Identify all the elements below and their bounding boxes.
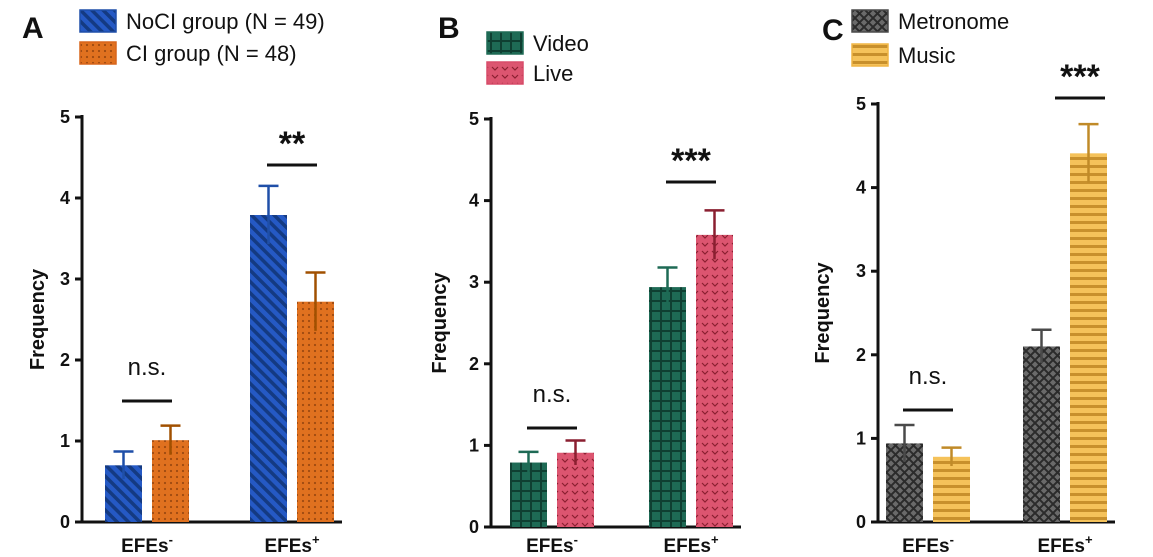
y-tick-label: 3 [469,272,479,292]
y-tick-label: 4 [856,178,866,198]
legend-swatch [851,9,889,33]
bar [297,301,334,522]
y-tick-label: 4 [60,188,70,208]
y-tick-label: 1 [469,435,479,455]
panel-letter: C [822,14,844,47]
bar [933,456,970,522]
bar [250,215,287,522]
legend-label: Live [533,61,573,86]
significance-label: *** [671,142,711,180]
x-category-label: EFEs+ [663,532,719,557]
y-axis-title: Frequency [812,262,834,364]
panel-a: A NoCI group (N = 49) CI group (N = 48) 0 1 2… [22,9,342,557]
significance-label: *** [1060,58,1100,96]
legend-swatch [486,31,524,55]
bar [1023,346,1060,522]
y-tick-label: 3 [856,261,866,281]
y-axis-title: Frequency [429,272,451,374]
x-category-label: EFEs- [526,532,578,557]
panel-c: C Metronome Music 0 1 2 3 4 5 Frequency EFEs-n.s. E… [812,9,1115,557]
x-category-label: EFEs+ [264,532,320,557]
y-tick-label: 0 [60,512,70,532]
y-tick-label: 2 [60,350,70,370]
legend-swatch [79,9,117,33]
y-tick-label: 1 [856,428,866,448]
significance-label: n.s. [128,354,167,381]
x-category-label: EFEs+ [1037,532,1093,557]
x-category-label: EFEs- [902,532,954,557]
y-tick-label: 5 [60,107,70,127]
significance-label: ** [279,125,306,163]
bar [1070,153,1107,522]
bar [649,287,686,527]
panel-b: B Video Live 0 1 2 3 4 5 Frequency EFEs-n.s. EFEs+ *… [429,12,741,557]
y-axis-title: Frequency [27,268,49,370]
significance-label: n.s. [533,381,572,408]
legend-swatch [79,41,117,65]
y-tick-label: 4 [469,191,479,211]
legend-swatch [486,61,524,85]
legend-label: Video [533,31,589,56]
bar [510,462,547,527]
significance-label: n.s. [909,363,948,390]
legend-label: Music [898,43,955,68]
y-tick-label: 0 [856,512,866,532]
panel-letter: A [22,12,44,45]
bar [557,452,594,527]
y-tick-label: 3 [60,269,70,289]
y-tick-label: 2 [856,345,866,365]
y-tick-label: 2 [469,354,479,374]
legend-swatch [851,43,889,67]
x-category-label: EFEs- [121,532,173,557]
legend-label: NoCI group (N = 49) [126,9,325,34]
legend-label: CI group (N = 48) [126,41,297,66]
y-tick-label: 0 [469,517,479,537]
legend-label: Metronome [898,9,1009,34]
y-tick-label: 5 [469,109,479,129]
bar [696,234,733,527]
y-tick-label: 1 [60,431,70,451]
panel-letter: B [438,12,460,45]
y-tick-label: 5 [856,94,866,114]
